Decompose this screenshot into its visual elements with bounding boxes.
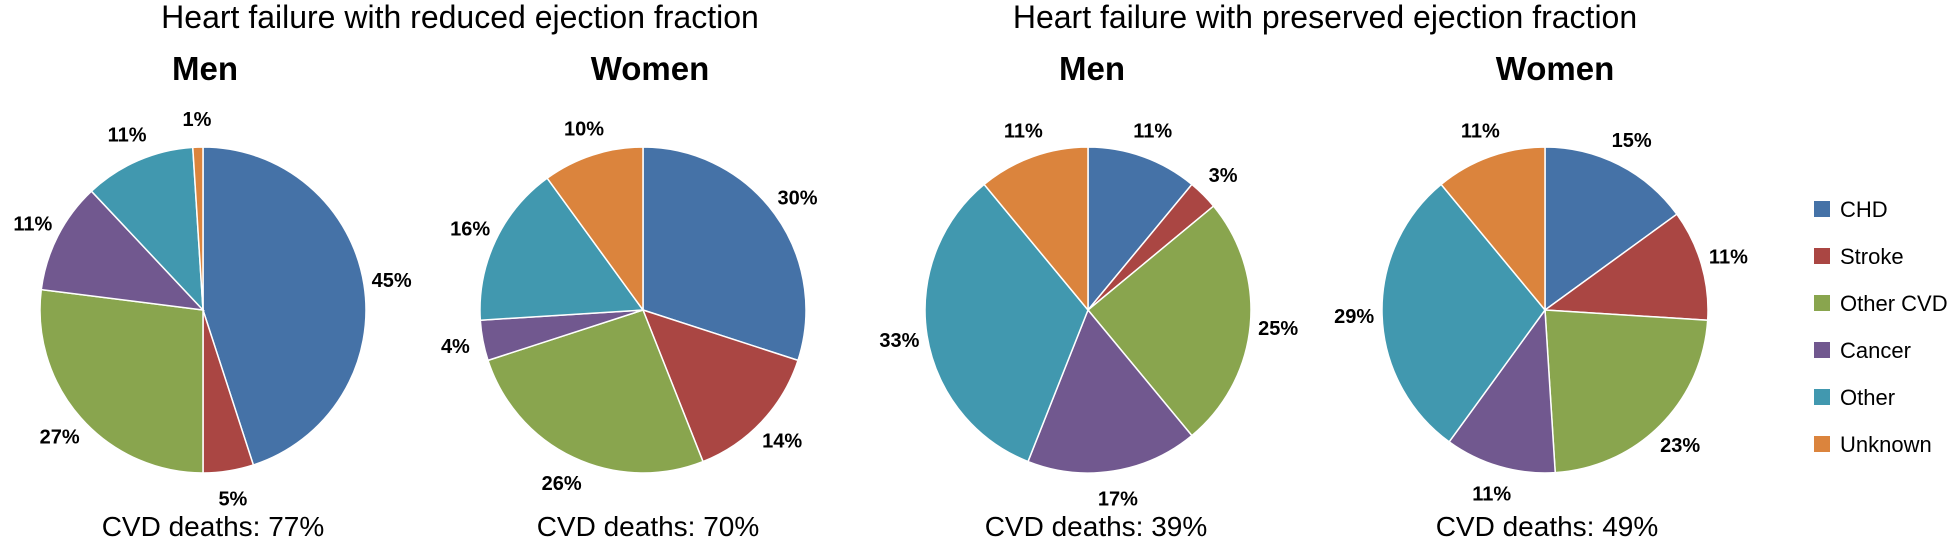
legend-swatch (1814, 342, 1830, 358)
pie-title: Men (172, 50, 238, 87)
legend-swatch (1814, 436, 1830, 452)
data-label-chd: 45% (372, 270, 412, 292)
data-label-other: 11% (108, 125, 147, 147)
pie-slice-chd (1087, 146, 1193, 313)
pie-slice-chd (1544, 146, 1678, 312)
pie-slice-other (1381, 183, 1546, 443)
pie-slice-unknown (1440, 146, 1546, 313)
legend-label: Unknown (1840, 432, 1932, 457)
pie-slice-other (90, 146, 204, 313)
pie-panel: Women 15% 11% 23% 11% 29% 11% CVD deaths: 49% (1334, 50, 1748, 542)
pie-slice-other-cvd (1086, 205, 1252, 437)
data-label-chd: 30% (777, 188, 817, 210)
legend-item-other: Other (1814, 385, 1895, 410)
legend-swatch (1814, 389, 1830, 405)
pie-slice-cancer (1027, 308, 1193, 474)
cvd-deaths-footer: CVD deaths: 49% (1436, 511, 1659, 542)
pie-slice-cancer (40, 190, 205, 312)
legend: CHD Stroke Other CVD Cancer Other Unknown (1814, 197, 1948, 457)
pie-slice-other-cvd (1544, 309, 1709, 474)
pie-slice-stroke (1542, 213, 1709, 322)
data-label-cancer: 11% (1472, 483, 1511, 505)
data-label-unknown: 11% (1004, 120, 1043, 142)
data-label-other-cvd: 25% (1258, 318, 1298, 340)
pie-panels: Men 45% 5% 27% 11% 11% 1% CVD deaths: 77% Women 3… (13, 50, 1748, 542)
data-label-stroke: 11% (1709, 247, 1748, 269)
group-title-reduced: Heart failure with reduced ejection frac… (161, 0, 759, 35)
pie-panel: Women 30% 14% 26% 4% 16% 10% CVD deaths: 70% (441, 50, 818, 542)
legend-item-other-cvd: Other CVD (1814, 291, 1948, 316)
legend-label: Cancer (1840, 338, 1911, 363)
data-label-other: 16% (450, 219, 490, 241)
pie-slice-other (924, 183, 1089, 463)
data-label-other-cvd: 23% (1660, 435, 1700, 457)
pie-slice-other (479, 177, 645, 322)
data-label-chd: 15% (1612, 130, 1652, 152)
data-label-other: 29% (1334, 306, 1374, 328)
legend-label: Stroke (1840, 244, 1904, 269)
pie-panel: Men 45% 5% 27% 11% 11% 1% CVD deaths: 77% (13, 50, 411, 542)
pie-slice-chd (202, 146, 367, 466)
legend-swatch (1814, 201, 1830, 217)
data-label-chd: 11% (1133, 120, 1172, 142)
legend-item-stroke: Stroke (1814, 244, 1904, 269)
pie-panel: Men 11% 3% 25% 17% 33% 11% CVD deaths: 39% (879, 50, 1298, 542)
legend-swatch (1814, 295, 1830, 311)
data-label-other-cvd: 26% (542, 473, 582, 495)
legend-item-unknown: Unknown (1814, 432, 1932, 457)
data-label-unknown: 1% (183, 109, 212, 131)
data-label-other-cvd: 27% (40, 426, 80, 448)
pie-slice-unknown (191, 146, 204, 311)
pie-slice-cancer (1448, 307, 1557, 474)
legend-label: Other CVD (1840, 291, 1948, 316)
pie-title: Women (1496, 50, 1615, 87)
pie-slice-other-cvd (487, 309, 704, 474)
pie-slice-chd (642, 146, 807, 362)
data-label-cancer: 4% (441, 336, 470, 358)
data-label-cancer: 17% (1098, 489, 1138, 511)
cvd-deaths-footer: CVD deaths: 77% (102, 511, 325, 542)
data-label-cancer: 11% (13, 213, 52, 235)
pie-slice-unknown (983, 146, 1089, 313)
data-label-stroke: 14% (762, 431, 802, 453)
cvd-deaths-footer: CVD deaths: 39% (985, 511, 1208, 542)
legend-label: Other (1840, 385, 1895, 410)
pie-title: Women (591, 50, 710, 87)
legend-item-cancer: Cancer (1814, 338, 1911, 363)
legend-swatch (1814, 248, 1830, 264)
legend-label: CHD (1840, 197, 1888, 222)
data-label-stroke: 3% (1209, 165, 1238, 187)
data-label-stroke: 5% (218, 489, 247, 511)
pie-title: Men (1059, 50, 1125, 87)
data-label-unknown: 11% (1461, 120, 1500, 142)
data-label-unknown: 10% (564, 118, 604, 140)
pie-slice-stroke (641, 308, 799, 463)
cvd-deaths-footer: CVD deaths: 70% (537, 511, 760, 542)
legend-item-chd: CHD (1814, 197, 1888, 222)
group-title-preserved: Heart failure with preserved ejection fr… (1013, 0, 1637, 35)
pie-slice-other-cvd (39, 288, 204, 474)
pie-slice-unknown (546, 146, 644, 313)
data-label-other: 33% (879, 330, 919, 352)
